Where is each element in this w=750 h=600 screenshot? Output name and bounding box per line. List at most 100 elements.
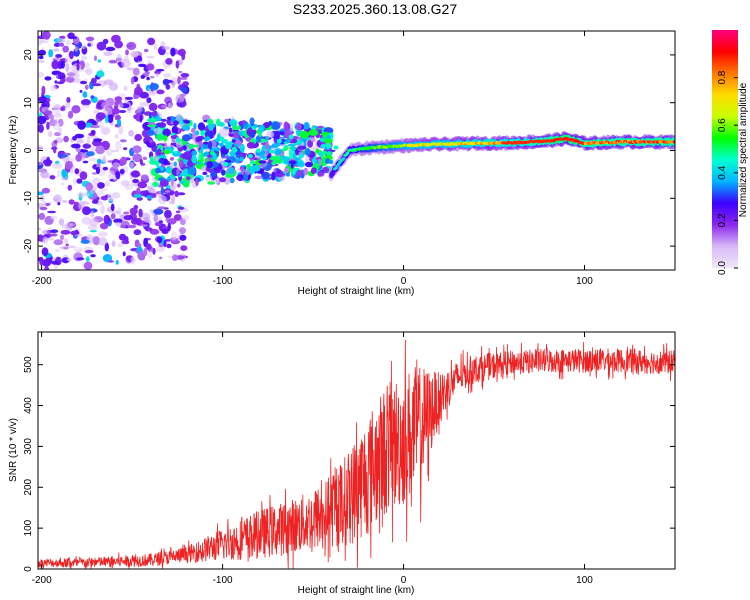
- spectrogram-cell: [260, 150, 266, 156]
- spectrogram-cell: [244, 121, 248, 129]
- spectrogram-cell: [49, 175, 56, 180]
- spectrogram-cell: [224, 118, 230, 123]
- spectrogram-cell: [166, 218, 177, 225]
- spectrogram-cell: [223, 161, 229, 167]
- spectrogram-cell: [49, 233, 58, 237]
- spectrogram-cell: [88, 157, 97, 162]
- spectrogram-cell: [130, 256, 135, 262]
- spectrogram-cell: [318, 151, 324, 157]
- spectrogram-cell: [231, 125, 242, 130]
- spectrogram-cell: [195, 161, 202, 165]
- spectrogram-cell: [60, 182, 65, 186]
- spectrogram-cell: [229, 119, 238, 127]
- spectrogram-heatmap: [38, 31, 675, 270]
- spectrogram-cell: [175, 136, 180, 143]
- spectrogram-cell: [77, 191, 85, 198]
- spectrogram-cell: [57, 170, 61, 178]
- snr-x-tick-label: -200: [32, 575, 52, 586]
- spectrogram-cell: [87, 43, 92, 47]
- spectrogram-cell: [163, 149, 171, 155]
- spectrogram-cell: [103, 214, 111, 225]
- spectrogram-cell: [153, 44, 158, 51]
- spectrogram-cell: [249, 160, 255, 165]
- spectrogram-cell: [195, 136, 203, 143]
- spectrogram-cell: [175, 210, 181, 214]
- spectrogram-cell: [265, 136, 269, 141]
- spectrogram-cell: [97, 182, 105, 189]
- spectrogram-cell: [303, 167, 309, 176]
- spectrogram-cell: [55, 118, 59, 122]
- spectrogram-cell: [310, 127, 316, 130]
- spectrogram-cell: [120, 225, 127, 229]
- spectrogram-cell: [103, 79, 114, 86]
- spectrogram-cell: [77, 120, 86, 130]
- spectrogram-cell: [38, 71, 45, 78]
- spectrogram-cell: [38, 97, 43, 102]
- spectrogram-cell: [258, 124, 265, 133]
- spectrogram-cell: [41, 247, 49, 257]
- spectrogram-cell: [179, 76, 188, 80]
- spectrogram-cell: [38, 60, 45, 63]
- spectrogram-y-tick-label: 20: [23, 49, 34, 61]
- spectrogram-cell: [165, 58, 173, 65]
- snr-y-label: SNR (10 * v/v): [8, 418, 19, 482]
- spectrogram-cell: [345, 151, 350, 155]
- spectrogram-cell: [89, 230, 97, 233]
- spectrogram-cell: [238, 157, 244, 162]
- spectrogram-cell: [176, 168, 180, 177]
- spectrogram-cell: [80, 99, 91, 106]
- spectrogram-cell: [280, 155, 286, 160]
- spectrogram-cell: [177, 192, 186, 196]
- spectrogram-cell: [157, 122, 167, 128]
- spectrogram-cell: [61, 199, 68, 204]
- spectrogram-cell: [44, 163, 51, 167]
- spectrogram-cell: [276, 155, 281, 160]
- spectrogram-cell: [67, 184, 73, 191]
- spectrogram-cell: [177, 76, 181, 85]
- spectrogram-cell: [114, 134, 119, 139]
- spectrogram-cell: [163, 158, 168, 165]
- spectrogram-cell: [207, 140, 213, 150]
- spectrogram-cell: [81, 48, 86, 54]
- spectrogram-cell: [124, 96, 134, 100]
- spectrogram-cell: [142, 156, 148, 160]
- spectrogram-cell: [166, 176, 171, 183]
- spectrogram-cell: [58, 128, 62, 135]
- spectrogram-cell: [81, 43, 86, 50]
- spectrogram-cell: [155, 133, 165, 141]
- spectrogram-cell: [96, 158, 102, 164]
- spectrogram-cell: [115, 170, 121, 180]
- spectrogram-cell: [153, 208, 164, 215]
- spectrogram-cell: [271, 171, 276, 181]
- spectrogram-cell: [228, 133, 234, 137]
- spectrogram-cell: [80, 104, 91, 109]
- colorbar-tick-label: 0.2: [717, 213, 728, 227]
- spectrogram-cell: [202, 171, 208, 176]
- spectrogram-cell: [241, 166, 245, 176]
- spectrogram-cell: [139, 158, 143, 165]
- spectrogram-cell: [147, 117, 157, 123]
- spectrogram-cell: [118, 110, 127, 113]
- spectrogram-cell: [96, 190, 105, 196]
- spectrogram-cell: [122, 251, 126, 257]
- spectrogram-cell: [218, 142, 224, 147]
- spectrogram-cell: [53, 140, 58, 144]
- spectrogram-cell: [182, 134, 191, 142]
- spectrogram-cell: [132, 145, 142, 154]
- spectrogram-cell: [65, 243, 69, 247]
- spectrogram-cell: [271, 161, 277, 166]
- spectrogram-cell: [41, 85, 46, 95]
- spectrogram-cell: [136, 61, 145, 64]
- spectrogram-cell: [126, 67, 136, 71]
- spectrogram-cell: [291, 146, 297, 151]
- spectrogram-cell: [63, 135, 69, 143]
- snr-x-ticks: -200 -100 0 100: [32, 332, 593, 586]
- spectrogram-cell: [136, 187, 141, 195]
- colorbar-tick-label: 0.4: [717, 165, 728, 179]
- snr-y-tick-label: 100: [23, 519, 34, 536]
- spectrogram-x-ticks: -200 -100 0 100: [32, 31, 593, 287]
- spectrogram-cell: [283, 121, 289, 131]
- spectrogram-cell: [173, 161, 178, 167]
- spectrogram-cell: [123, 147, 128, 151]
- colorbar-label: Normalized spectral amplitude: [738, 82, 749, 217]
